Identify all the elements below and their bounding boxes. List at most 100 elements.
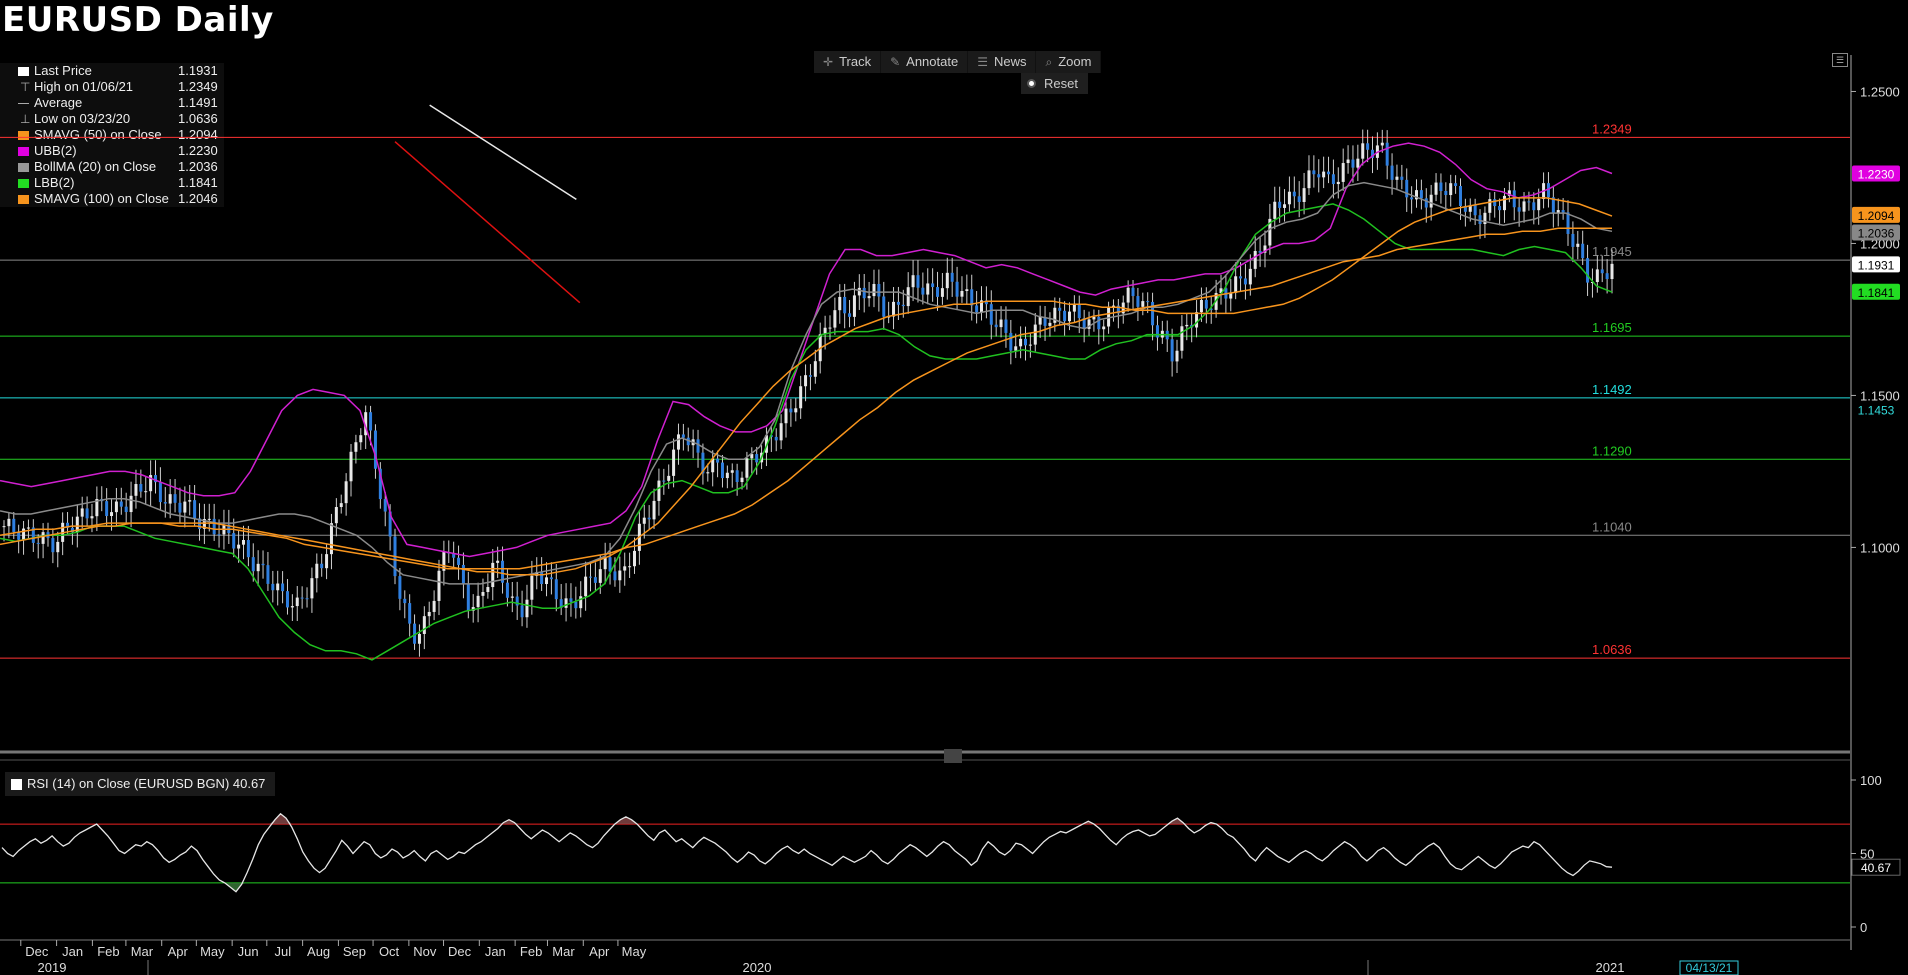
news-label: News	[993, 54, 1027, 69]
zoom-button[interactable]: ⌕ Zoom	[1036, 51, 1101, 73]
candle-body	[466, 584, 470, 611]
candle-body	[144, 491, 148, 493]
candle-body	[657, 480, 661, 501]
candle-body	[711, 458, 715, 473]
candle-body	[403, 598, 407, 604]
candle-body	[1199, 299, 1203, 313]
legend-label: BollMA (20) on Close	[34, 159, 157, 174]
candle-body	[300, 597, 304, 599]
candle-body	[398, 576, 402, 599]
candle-body	[1498, 206, 1502, 211]
candle-body	[320, 563, 324, 569]
candle-body	[1590, 281, 1594, 283]
candle-body	[1595, 269, 1599, 282]
rsi-tick-label: 0	[1860, 920, 1867, 935]
news-button[interactable]: ☰ News	[968, 51, 1036, 73]
candle-body	[1307, 170, 1311, 189]
candle-body	[95, 499, 99, 517]
candle-body	[799, 386, 803, 409]
price-tag-label: 1.1841	[1858, 286, 1895, 300]
candle-body	[1512, 190, 1516, 208]
month-label: Feb	[97, 944, 119, 959]
candle-body	[1351, 159, 1355, 168]
candle-body	[217, 534, 221, 536]
candle-body	[202, 518, 206, 529]
candle-body	[1009, 332, 1013, 351]
settings-icon[interactable]: ☰	[1832, 53, 1848, 67]
candle-body	[1116, 305, 1120, 314]
level-label: 1.1290	[1592, 443, 1632, 458]
candle-body	[510, 596, 514, 598]
candle-body	[1243, 278, 1247, 285]
ubb-icon	[18, 147, 29, 156]
candle-body	[1151, 301, 1155, 326]
annotate-button[interactable]: ✎ Annotate	[881, 51, 968, 73]
candle-body	[359, 435, 363, 443]
candle-body	[432, 600, 436, 612]
cursor-date-tag	[1679, 960, 1739, 975]
candle-body	[730, 470, 734, 473]
candle-body	[833, 310, 837, 328]
candle-body	[1449, 183, 1453, 196]
candle-body	[1493, 199, 1497, 207]
candle-body	[1346, 159, 1350, 164]
candle-body	[1331, 174, 1335, 185]
legend-value: 1.1841	[178, 175, 218, 190]
candle-body	[784, 408, 788, 424]
candle-body	[193, 500, 197, 519]
candle-body	[1253, 250, 1257, 269]
candle-body	[1263, 245, 1267, 253]
candle-body	[940, 288, 944, 297]
candle-body	[481, 592, 485, 596]
candle-body	[515, 596, 519, 606]
ubb-line	[0, 142, 1613, 558]
candle-body	[867, 296, 871, 299]
lbb-icon	[18, 179, 29, 188]
candle-body	[676, 434, 680, 450]
candle-body	[1219, 288, 1223, 294]
month-label: Dec	[25, 944, 49, 959]
month-label: Dec	[448, 944, 472, 959]
candle-body	[701, 452, 705, 474]
candle-body	[1102, 326, 1106, 330]
smavg50-line	[0, 197, 1613, 576]
rsi-line	[1, 812, 1613, 893]
candle-body	[1322, 171, 1326, 178]
candle-body	[271, 583, 275, 591]
candle-body	[486, 587, 490, 593]
candle-body	[1126, 287, 1130, 303]
candle-body	[422, 616, 426, 634]
legend-row: Average 1.1491	[0, 95, 224, 111]
candle-body	[1473, 205, 1477, 216]
candle-body	[525, 599, 529, 618]
candle-body	[1581, 243, 1585, 259]
lbb-line	[0, 203, 1613, 661]
candle-body	[931, 283, 935, 288]
candle-body	[1576, 243, 1580, 247]
legend-value: 1.1491	[178, 95, 218, 110]
candle-body	[1097, 316, 1101, 330]
candle-body	[173, 494, 177, 503]
candle-body	[1234, 276, 1238, 293]
candle-body	[999, 319, 1003, 328]
candle-body	[1067, 311, 1071, 322]
month-label: Mar	[131, 944, 154, 959]
legend-value: 1.2046	[178, 191, 218, 206]
bollma-icon	[18, 163, 29, 172]
candle-body	[1278, 201, 1282, 208]
legend-row: SMAVG (50) on Close 1.2094	[0, 127, 224, 143]
candle-body	[1019, 338, 1023, 347]
candle-body	[628, 566, 632, 568]
candle-body	[110, 512, 114, 517]
candle-body	[114, 501, 118, 513]
candle-body	[1483, 212, 1487, 225]
track-button[interactable]: ✛ Track	[814, 51, 881, 73]
candle-body	[852, 295, 856, 317]
month-label: Apr	[589, 944, 610, 959]
reset-button[interactable]: Reset	[1021, 73, 1088, 94]
candle-body	[901, 304, 905, 307]
candle-body	[290, 606, 294, 608]
divider-grip-icon	[944, 749, 962, 763]
candle-body	[1410, 197, 1414, 200]
